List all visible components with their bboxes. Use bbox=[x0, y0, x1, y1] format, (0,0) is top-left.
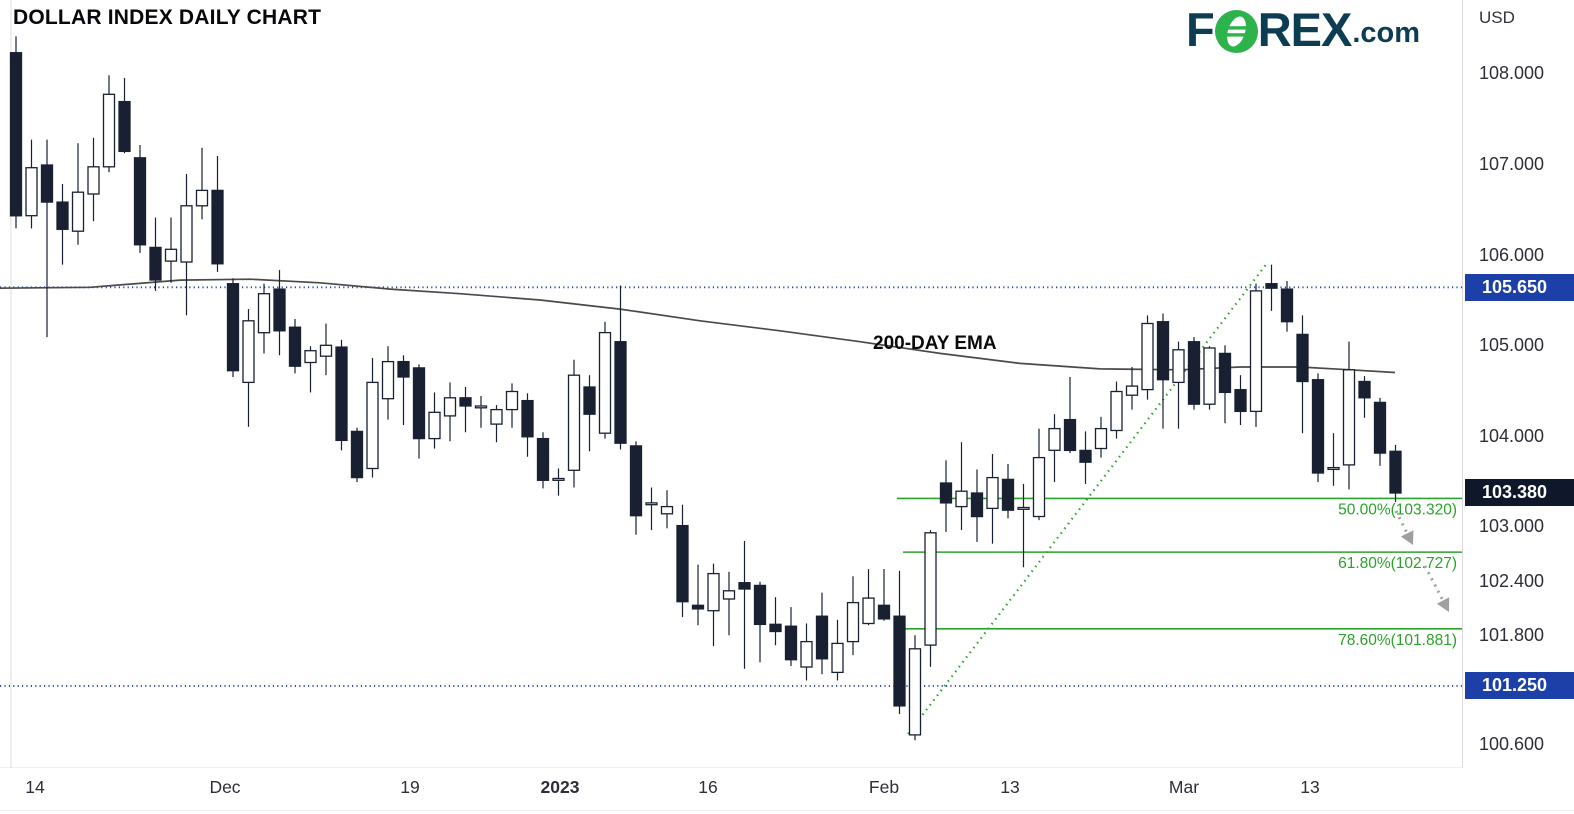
x-axis-tick: 2023 bbox=[540, 777, 580, 797]
y-axis-tick: 103.000 bbox=[1479, 516, 1545, 537]
y-axis-tick: 108.000 bbox=[1479, 63, 1545, 84]
projection-arrows bbox=[1394, 510, 1450, 612]
x-axis-tick: Feb bbox=[868, 777, 900, 797]
x-axis-tick: 19 bbox=[400, 777, 420, 797]
y-axis-tick: 100.600 bbox=[1479, 733, 1545, 754]
x-axis-tick: 13 bbox=[1300, 777, 1320, 797]
y-axis-tick: 102.400 bbox=[1479, 570, 1545, 591]
logo-o-icon bbox=[1214, 9, 1259, 59]
forex-logo: F REX .com bbox=[1186, 6, 1420, 56]
fib-retracement-lines: 50.00%(103.320) 61.80%(102.727) 78.60%(101… bbox=[897, 497, 1462, 649]
date-axis: 14 Dec 19 2023 16 Feb 13 Mar 13 bbox=[0, 768, 1574, 810]
y-axis-tick: 106.000 bbox=[1479, 244, 1545, 265]
logo-letter-f: F bbox=[1186, 3, 1215, 56]
logo-letters-rex: REX bbox=[1257, 3, 1353, 56]
y-axis-tick: 104.000 bbox=[1479, 425, 1545, 446]
price-badge-103.380: 103.380 bbox=[1465, 479, 1574, 507]
fib-label: 61.80%(102.727) bbox=[1338, 555, 1457, 572]
y-axis-tick: 107.000 bbox=[1479, 154, 1545, 174]
ema-line: 200-DAY EMA bbox=[0, 278, 1396, 374]
fib-label: 50.00%(103.320) bbox=[1338, 501, 1457, 518]
price-axis: USD 108.000 107.000 106.000 105.000 104.000 1… bbox=[1462, 0, 1574, 768]
x-axis-tick: 14 bbox=[25, 777, 45, 797]
price-badge-105.650: 105.650 bbox=[1465, 273, 1574, 301]
x-axis-tick: Dec bbox=[209, 777, 241, 797]
x-axis-tick: 13 bbox=[1000, 777, 1020, 797]
ema-label: 200-DAY EMA bbox=[873, 333, 997, 354]
fib-label: 78.60%(101.881) bbox=[1338, 632, 1457, 649]
price-badge-101.250: 101.250 bbox=[1465, 672, 1574, 700]
x-axis-tick: Mar bbox=[1168, 777, 1200, 797]
candles-series bbox=[9, 36, 1402, 741]
logo-dot-com: .com bbox=[1352, 17, 1421, 49]
y-axis-tick: 105.000 bbox=[1479, 335, 1545, 356]
x-axis-tick: 16 bbox=[698, 777, 718, 797]
chart-title: DOLLAR INDEX DAILY CHART bbox=[13, 6, 322, 29]
currency-label: USD bbox=[1479, 8, 1515, 27]
dotted-level-lines bbox=[0, 286, 1462, 687]
y-axis-tick: 101.800 bbox=[1479, 625, 1545, 646]
